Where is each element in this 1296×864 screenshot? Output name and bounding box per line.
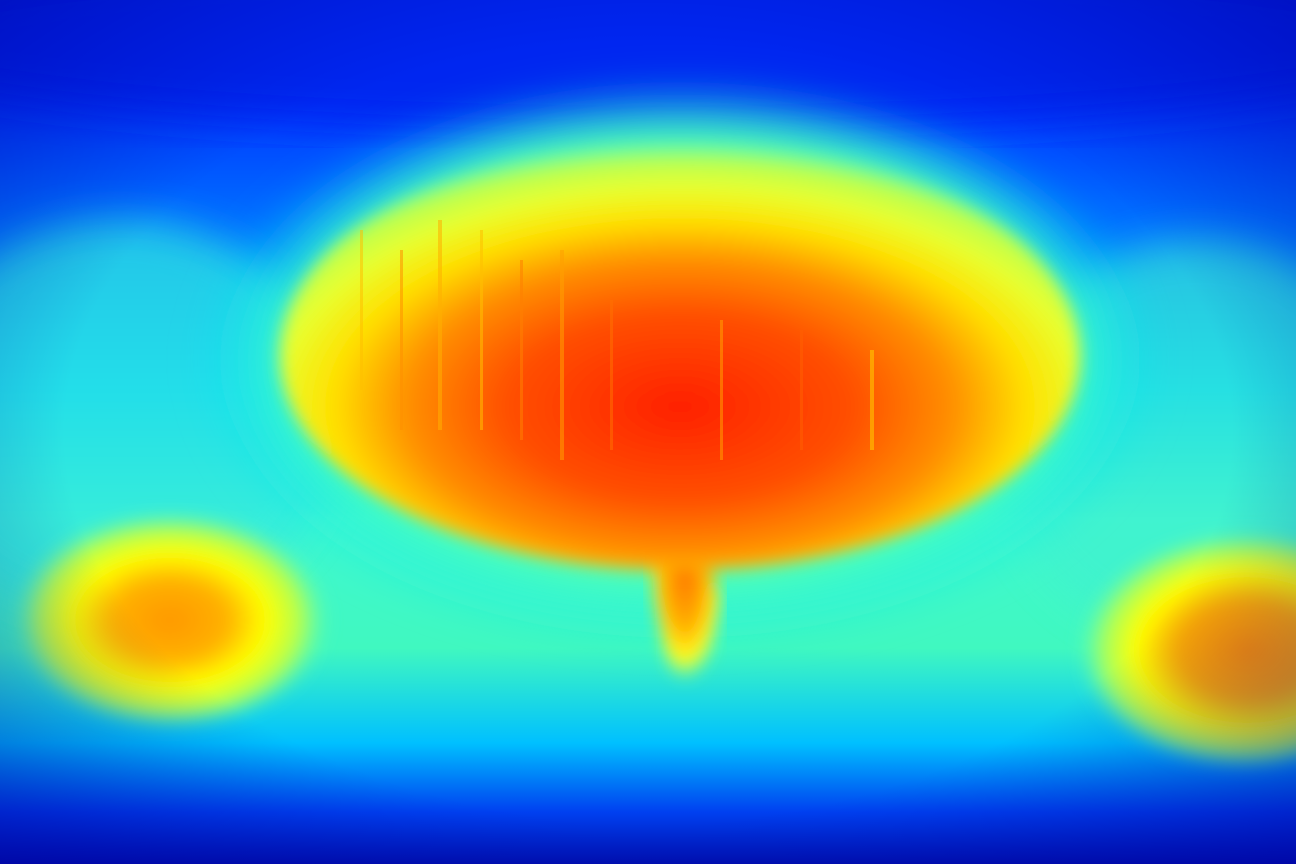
heatmap-canvas (0, 0, 1296, 864)
vignette-overlay (0, 0, 1296, 864)
heatmap-image (0, 0, 1296, 864)
